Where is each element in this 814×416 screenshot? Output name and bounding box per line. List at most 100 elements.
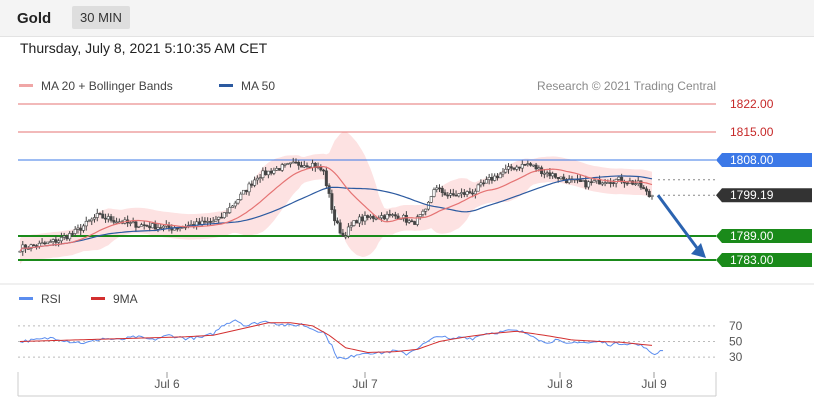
candle-body [479, 182, 483, 186]
candle-body [32, 244, 36, 247]
candle-body [537, 167, 541, 170]
candle-body [239, 193, 243, 200]
candle-body [391, 214, 395, 216]
candle-body [173, 227, 177, 231]
candle-body [269, 170, 273, 174]
candle-body [242, 189, 246, 195]
candle-body [288, 162, 292, 165]
candle-body [355, 220, 359, 224]
candle-body [421, 210, 425, 215]
candle-body [529, 163, 533, 166]
candle-body [418, 214, 422, 218]
candle-body [250, 183, 254, 186]
candle-body [360, 216, 364, 222]
timeframe-button[interactable]: 30 MIN [72, 6, 130, 29]
x-tick-label: Jul 9 [641, 377, 667, 391]
price-tag-1799.19 [716, 188, 812, 203]
ma20-line [19, 166, 653, 252]
candle-body [87, 220, 91, 223]
candle-body [498, 173, 502, 179]
candle-body [501, 171, 505, 175]
candle-body [139, 224, 143, 227]
candle-body [495, 175, 499, 179]
candle-body [286, 163, 290, 165]
candle-body [244, 189, 248, 193]
candle-body [368, 216, 372, 218]
candle-body [435, 187, 439, 190]
candle-body [112, 220, 116, 223]
candle-body [109, 216, 113, 221]
candle-body [506, 166, 510, 170]
legend-ma20-swatch [19, 84, 33, 88]
candle-body [311, 162, 315, 168]
candle-body [487, 177, 491, 180]
top-bar: Gold 30 MIN [0, 0, 814, 37]
candle-body [526, 163, 530, 165]
candle-body [642, 187, 646, 190]
candle-body [128, 222, 132, 224]
credit-label: Research © 2021 Trading Central [537, 79, 716, 93]
legend-rsi: RSI [19, 292, 61, 306]
legend-9ma-label: 9MA [113, 292, 138, 306]
candle-body [625, 182, 629, 185]
candle-body [567, 178, 571, 184]
rsi-line [19, 319, 664, 360]
candle-body [65, 235, 69, 240]
price-label-1799.19: 1799.19 [730, 188, 774, 202]
candle-body [393, 214, 397, 217]
candle-body [106, 216, 110, 220]
candle-body [162, 225, 166, 229]
candle-body [159, 227, 163, 229]
candle-body [454, 194, 458, 197]
price-tag-1808.00 [716, 153, 812, 167]
legend-ma50-swatch [219, 84, 233, 88]
candle-body [515, 166, 519, 170]
price-tag-1789.00 [716, 229, 812, 243]
candle-body [330, 193, 334, 210]
candle-body [603, 182, 607, 184]
candle-body [294, 161, 298, 164]
candle-body [148, 225, 152, 229]
candle-body [512, 167, 516, 170]
candle-body [150, 223, 154, 229]
ma50-line [19, 175, 653, 252]
candle-body [548, 172, 552, 177]
candle-body [451, 193, 455, 196]
candle-body [473, 190, 477, 195]
candle-body [90, 218, 94, 222]
forecast-arrow-line [656, 194, 702, 253]
candle-body [462, 192, 466, 195]
candle-body [476, 184, 480, 192]
candle-body [542, 172, 546, 175]
candle-body [349, 225, 353, 228]
candle-body [277, 168, 281, 171]
candle-body [142, 224, 146, 226]
candle-body [606, 182, 610, 184]
candle-body [231, 205, 235, 208]
candle-body [531, 164, 535, 167]
candle-body [457, 193, 461, 197]
candle-body [93, 217, 97, 220]
x-tick-label: Jul 7 [352, 377, 378, 391]
candle-body [76, 227, 80, 230]
candle-body [255, 177, 259, 181]
candle-body [305, 165, 309, 168]
candle-body [200, 220, 204, 225]
candle-body [29, 244, 33, 249]
candle-body [363, 215, 367, 222]
candle-body [54, 239, 58, 243]
price-label-1789.00: 1789.00 [730, 229, 774, 243]
candle-body [523, 163, 527, 166]
candle-body [291, 161, 295, 164]
candle-body [540, 167, 544, 175]
candle-body [644, 188, 648, 192]
candle-body [266, 170, 270, 176]
candle-body [322, 169, 326, 172]
candle-body [556, 177, 560, 179]
legend-ma20: MA 20 + Bollinger Bands [19, 79, 173, 93]
candle-body [518, 166, 522, 169]
candle-body [137, 225, 141, 228]
candle-body [493, 175, 497, 181]
candle-body [73, 228, 77, 234]
